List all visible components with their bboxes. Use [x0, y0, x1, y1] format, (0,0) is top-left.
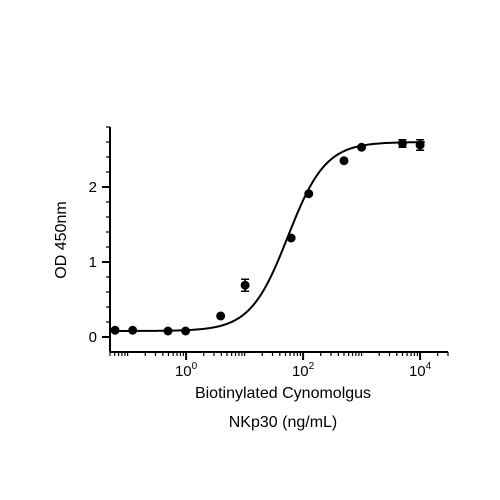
x-tick-label: 102	[292, 361, 315, 380]
data-point	[240, 280, 250, 290]
data-point	[415, 140, 425, 150]
axes	[109, 127, 448, 353]
data-point	[357, 142, 367, 152]
y-tick-label: 2	[89, 179, 97, 196]
data-point	[216, 311, 226, 321]
data-point	[163, 326, 173, 336]
data-point	[128, 325, 138, 335]
y-axis-label: OD 450nm	[53, 201, 70, 278]
x-axis-label-line-1: Biotinylated Cynomolgus	[195, 385, 371, 402]
data-point	[304, 189, 314, 199]
data-point	[339, 156, 349, 166]
y-tick-label: 0	[89, 329, 97, 346]
data-point	[397, 139, 407, 148]
data-point	[286, 233, 296, 243]
data-points	[110, 139, 425, 336]
x-axis-label-line-2: NKp30 (ng/mL)	[229, 414, 338, 431]
fit-curve	[109, 141, 425, 332]
data-point	[110, 325, 120, 335]
x-tick-label: 104	[409, 361, 432, 380]
x-tick-label: 100	[175, 361, 198, 380]
y-ticks: 0 1 2	[89, 126, 110, 346]
x-ticks: 100 102 104	[109, 352, 449, 380]
data-point	[181, 326, 191, 336]
y-tick-label: 1	[89, 254, 97, 271]
